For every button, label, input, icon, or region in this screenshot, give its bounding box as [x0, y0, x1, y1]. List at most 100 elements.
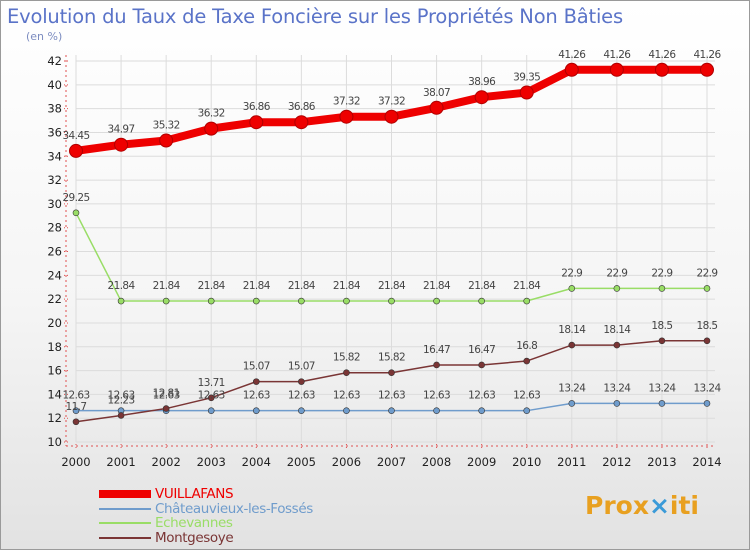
x-tick-label: 2011 — [557, 455, 586, 469]
data-point-echevannes — [478, 297, 485, 305]
data-point-montgesoye — [298, 378, 305, 385]
y-tick-label: 10 — [47, 435, 62, 449]
legend-swatch-echevannes — [99, 522, 151, 524]
y-tick-label: 28 — [47, 221, 62, 235]
y-tick-label: 18 — [47, 340, 62, 354]
data-point-vuillafans — [609, 62, 624, 77]
data-label-chateauvieux: 12.63 — [513, 390, 540, 402]
y-tick-label: 16 — [47, 364, 62, 378]
data-label-vuillafans: 41.26 — [648, 49, 676, 61]
data-label-vuillafans: 38.07 — [423, 87, 450, 99]
data-point-chateauvieux — [298, 407, 305, 414]
data-point-montgesoye — [613, 341, 621, 349]
y-tick-label: 24 — [47, 268, 62, 282]
data-point-vuillafans — [249, 115, 264, 130]
y-tick-label: 32 — [47, 173, 62, 187]
data-point-chateauvieux — [523, 407, 531, 414]
data-label-montgesoye: 18.5 — [651, 320, 672, 332]
data-point-montgesoye — [658, 337, 666, 345]
data-point-chateauvieux — [252, 407, 260, 414]
data-label-chateauvieux: 13.24 — [648, 382, 676, 394]
legend-swatch-vuillafans — [99, 490, 151, 498]
data-point-echevannes — [388, 297, 395, 305]
data-label-chateauvieux: 12.63 — [62, 390, 89, 402]
data-point-chateauvieux — [613, 400, 621, 407]
data-point-vuillafans — [429, 100, 444, 115]
data-point-echevannes — [162, 297, 170, 305]
data-point-chateauvieux — [478, 407, 485, 414]
logo-text-end: iti — [669, 491, 699, 520]
data-point-vuillafans — [384, 109, 399, 124]
data-label-echevannes: 21.84 — [513, 280, 541, 292]
data-label-echevannes: 21.84 — [333, 280, 361, 292]
x-tick-label: 2010 — [512, 455, 541, 469]
legend-label-chateauvieux: Châteauvieux-les-Fossés — [155, 500, 313, 517]
data-point-echevannes — [613, 285, 621, 292]
data-label-vuillafans: 38.96 — [468, 76, 496, 88]
data-label-montgesoye: 16.47 — [423, 344, 450, 356]
data-point-chateauvieux — [72, 407, 80, 414]
legend-label-echevannes: Echevannes — [155, 515, 233, 531]
data-point-vuillafans — [519, 85, 534, 100]
data-label-montgesoye: 15.82 — [333, 352, 360, 364]
data-point-montgesoye — [162, 405, 170, 412]
axes: 10 12 14 16 18 20 22 24 26 28 30 32 34 36 38 40 42 2000 20… — [47, 54, 721, 469]
data-point-vuillafans — [654, 62, 669, 77]
data-label-echevannes: 22.9 — [561, 267, 582, 279]
data-point-echevannes — [433, 297, 440, 305]
data-label-chateauvieux: 12.63 — [108, 390, 135, 402]
data-point-vuillafans — [564, 62, 579, 77]
data-point-montgesoye — [343, 369, 350, 377]
data-label-vuillafans: 41.26 — [693, 49, 721, 61]
data-label-vuillafans: 34.97 — [108, 124, 135, 136]
data-label-echevannes: 21.84 — [288, 280, 316, 292]
legend-swatch-montgesoye — [99, 536, 151, 539]
data-label-montgesoye: 13.71 — [198, 377, 225, 389]
data-label-chateauvieux: 12.63 — [153, 390, 180, 402]
data-label-chateauvieux: 12.63 — [378, 390, 405, 402]
data-point-echevannes — [252, 297, 260, 305]
data-label-chateauvieux: 12.63 — [333, 390, 360, 402]
data-label-chateauvieux: 12.63 — [468, 390, 495, 402]
series-layer — [69, 62, 714, 426]
data-label-vuillafans: 41.26 — [558, 49, 586, 61]
data-label-echevannes: 29.25 — [62, 192, 89, 204]
data-label-montgesoye: 15.07 — [288, 361, 315, 373]
chart-title: Evolution du Taux de Taxe Foncière sur l… — [7, 5, 623, 28]
y-tick-label: 22 — [47, 292, 62, 306]
data-label-vuillafans: 37.32 — [333, 96, 360, 108]
data-label-montgesoye: 12.23 — [108, 394, 135, 406]
data-label-montgesoye: 18.14 — [603, 324, 631, 336]
y-tick-label: 26 — [47, 245, 62, 259]
data-label-chateauvieux: 13.24 — [693, 382, 721, 394]
data-label-echevannes: 22.9 — [697, 267, 718, 279]
data-point-chateauvieux — [433, 407, 440, 414]
data-labels: 34.45 34.97 35.32 36.32 36.86 36.86 37.32 37.32… — [62, 49, 722, 413]
data-label-montgesoye: 18.14 — [558, 324, 586, 336]
y-tick-label: 38 — [47, 102, 62, 116]
data-label-vuillafans: 36.86 — [243, 101, 271, 113]
data-label-echevannes: 21.84 — [378, 280, 406, 292]
y-tick-label: 34 — [47, 149, 62, 163]
data-label-montgesoye: 18.5 — [697, 320, 718, 332]
data-label-chateauvieux: 12.63 — [243, 390, 270, 402]
data-label-echevannes: 21.84 — [243, 280, 271, 292]
data-point-echevannes — [117, 297, 125, 305]
y-axis-unit: (en %) — [26, 30, 63, 43]
x-tick-label: 2014 — [692, 455, 721, 469]
data-label-montgesoye: 15.07 — [243, 361, 270, 373]
data-point-echevannes — [523, 297, 531, 305]
data-point-chateauvieux — [568, 400, 576, 407]
legend-label-vuillafans: VUILLAFANS — [155, 486, 234, 502]
data-point-montgesoye — [478, 361, 485, 369]
x-tick-label: 2008 — [422, 455, 451, 469]
data-point-vuillafans — [474, 90, 489, 105]
data-label-echevannes: 22.9 — [606, 267, 627, 279]
x-tick-label: 2012 — [602, 455, 631, 469]
data-point-montgesoye — [388, 369, 395, 377]
data-label-echevannes: 21.84 — [468, 280, 496, 292]
data-point-echevannes — [568, 285, 576, 292]
data-point-chateauvieux — [658, 400, 666, 407]
legend-label-montgesoye: Montgesoye — [155, 529, 234, 546]
